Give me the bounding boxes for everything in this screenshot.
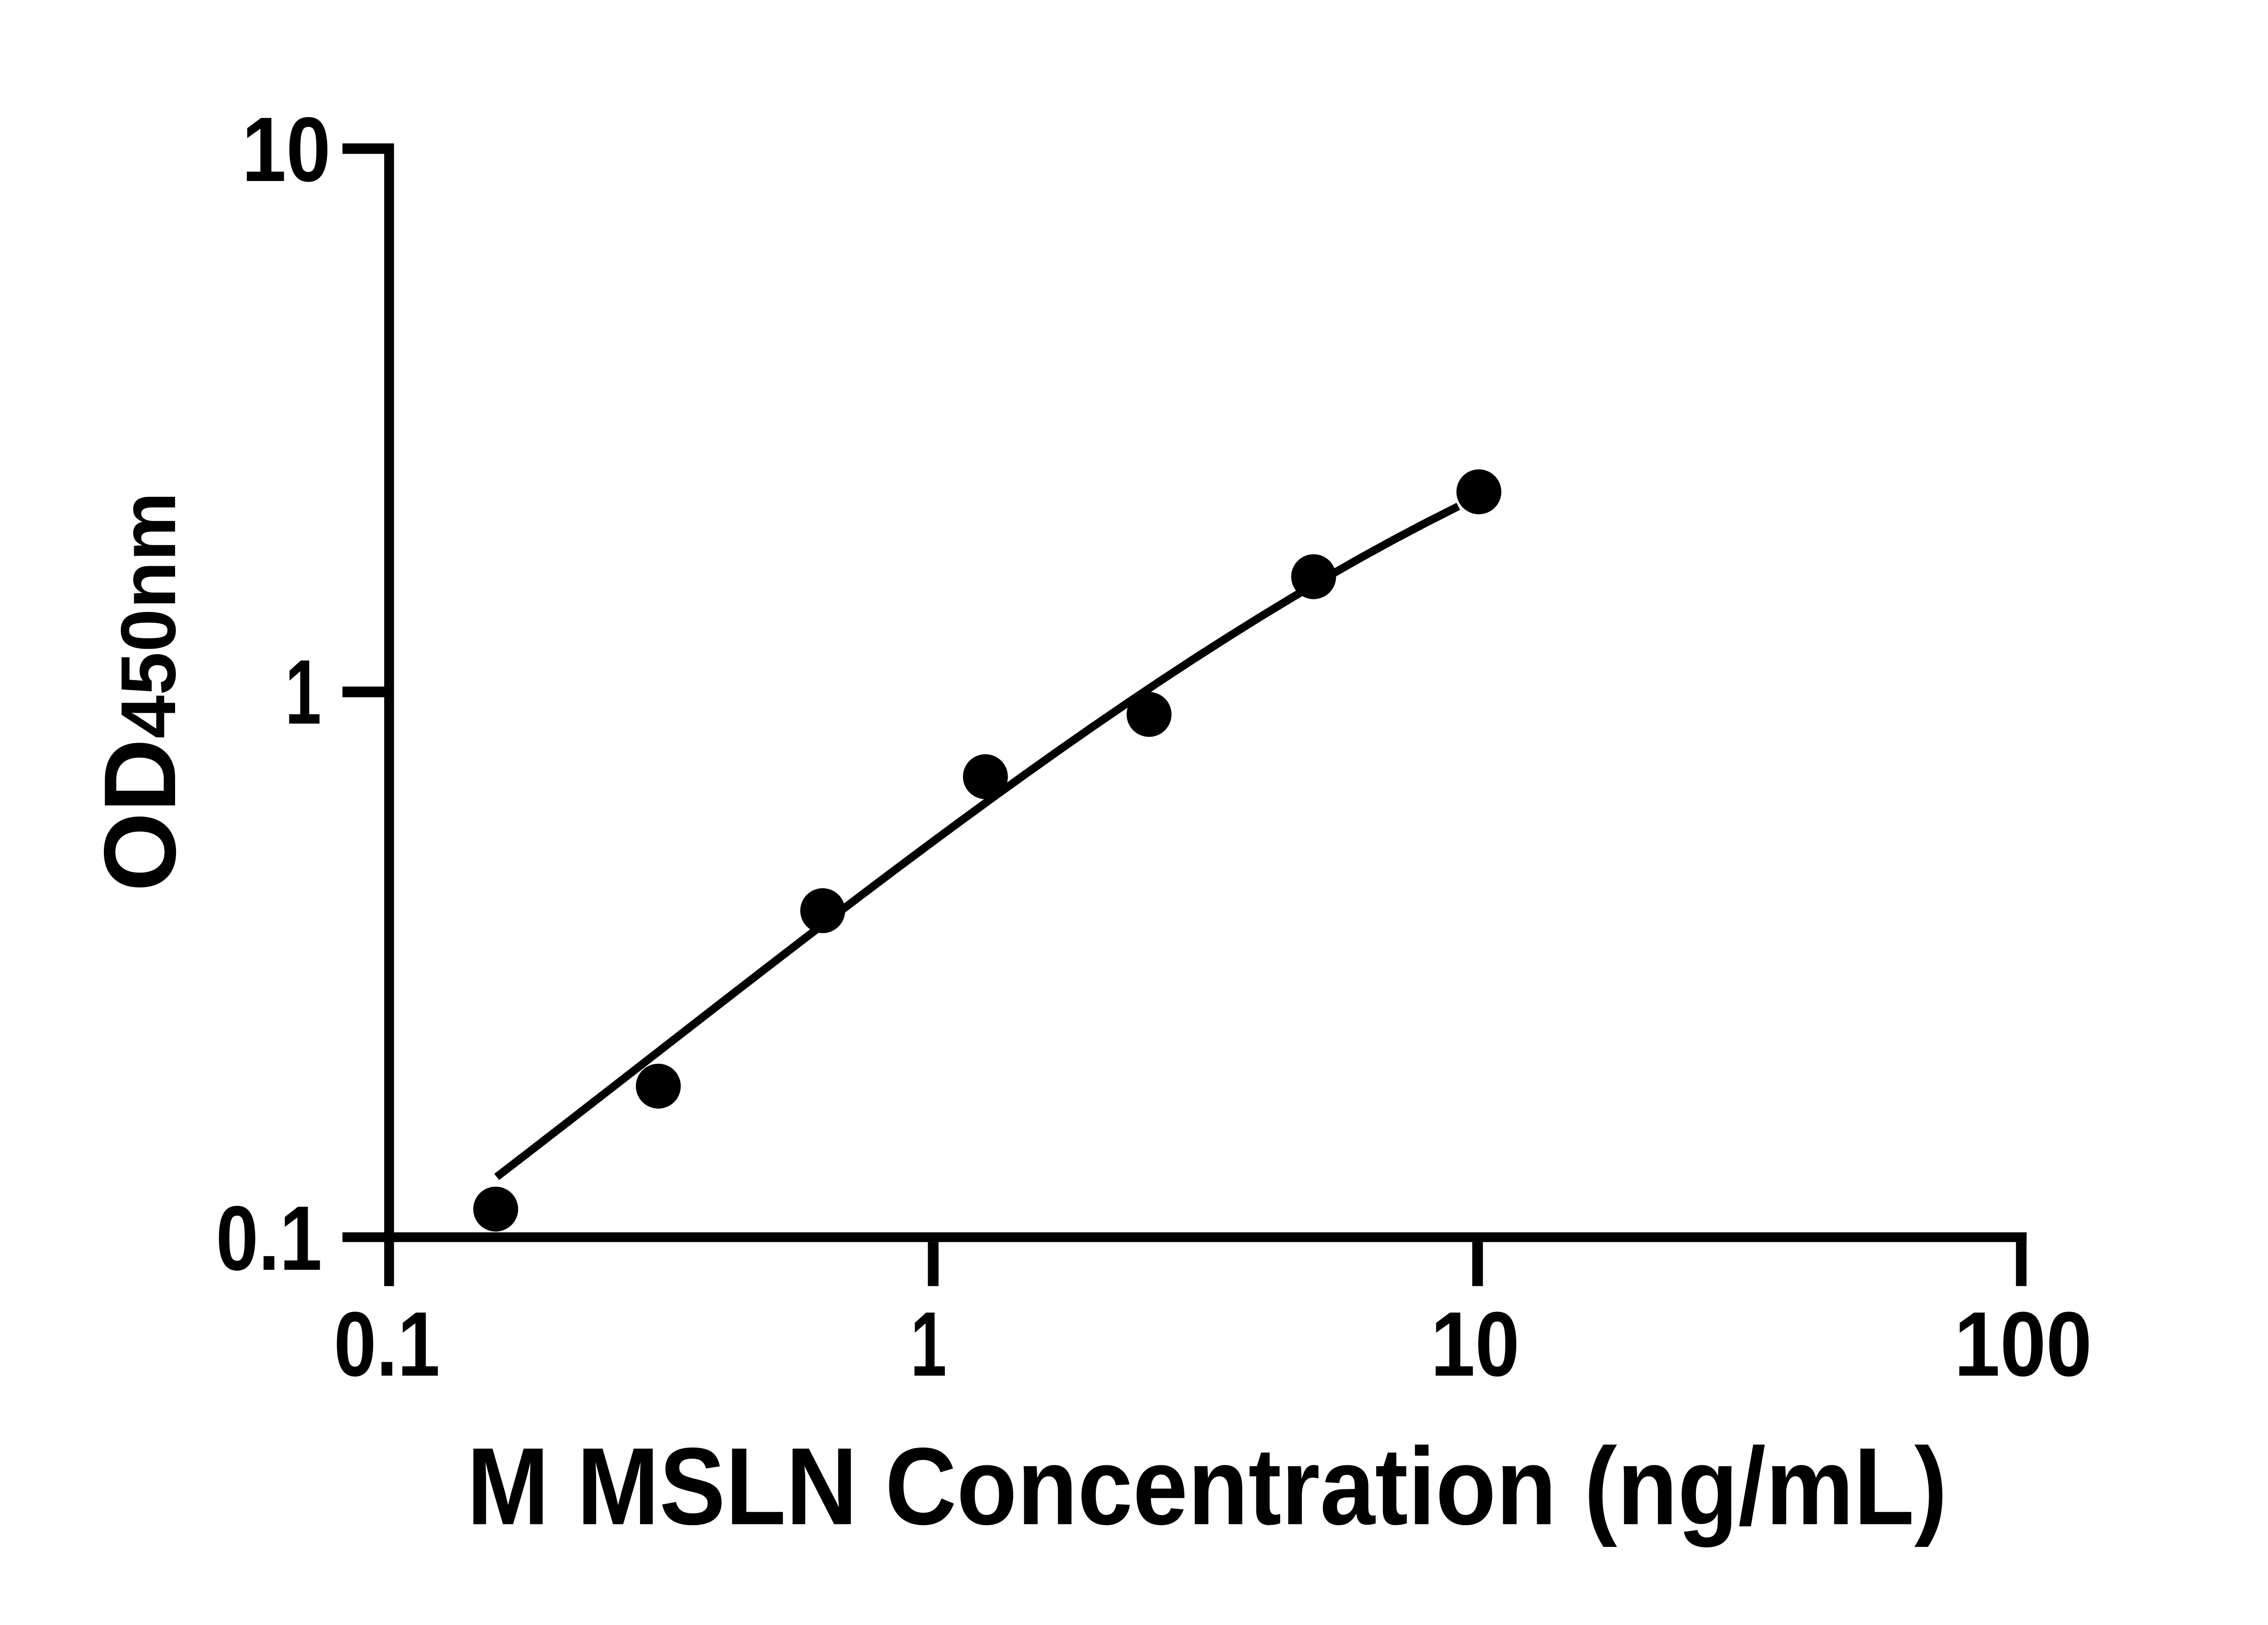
svg-text:M MSLN Concentration (ng/mL): M MSLN Concentration (ng/mL) <box>467 1425 1947 1548</box>
svg-text:1: 1 <box>285 641 321 743</box>
svg-text:1: 1 <box>910 1292 947 1395</box>
svg-text:10: 10 <box>242 98 331 201</box>
svg-text:0.1: 0.1 <box>334 1292 440 1395</box>
svg-text:10: 10 <box>1431 1292 1520 1395</box>
svg-text:100: 100 <box>1954 1292 2092 1395</box>
svg-text:0.1: 0.1 <box>216 1187 322 1289</box>
